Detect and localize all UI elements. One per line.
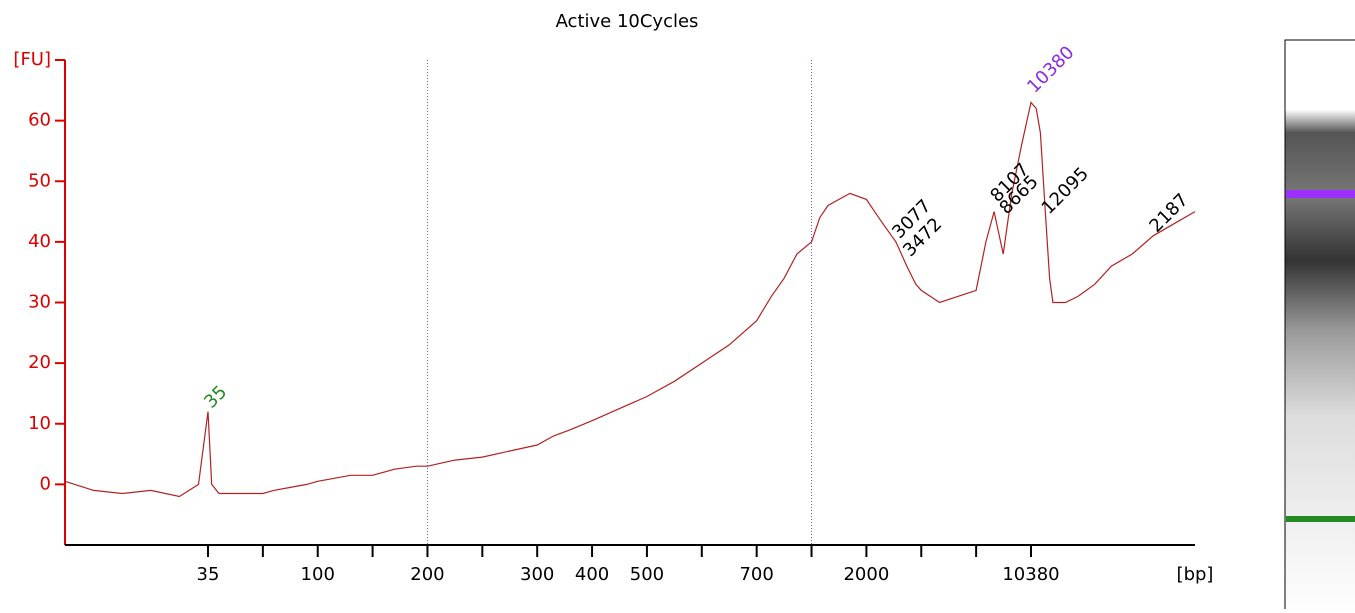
peak-label: 12095 [1038,163,1093,218]
peak-label: 35 [200,382,231,413]
peak-label: 2187 [1145,190,1192,237]
chart-title: Active 10Cycles [556,11,699,32]
y-tick-label: 30 [28,292,51,313]
x-tick-label: 35 [197,564,220,585]
y-tick-label: 60 [28,110,51,131]
y-tick-label: [FU] [13,49,51,70]
trace [64,101,1196,498]
gel-upper-marker [1286,190,1355,198]
x-tick-label: 700 [739,564,773,585]
y-tick-label: 40 [28,231,51,252]
x-tick-label: 100 [301,564,335,585]
y-tick-label: 50 [28,170,51,191]
y-tick-label: 0 [40,473,51,494]
gel-lane [1284,39,1355,613]
x-tick-label: 10380 [1002,564,1059,585]
peak-label: 10380 [1023,42,1078,97]
y-tick-label: 10 [28,413,51,434]
x-tick-label: 200 [410,564,444,585]
x-axis-label: [bp] [1177,564,1214,585]
x-tick-label: 300 [520,564,554,585]
x-tick-label: 400 [575,564,609,585]
x-tick-label: 2000 [843,564,889,585]
x-tick-label: 500 [630,564,664,585]
y-tick-label: 20 [28,352,51,373]
gel-lower-marker [1286,516,1355,522]
